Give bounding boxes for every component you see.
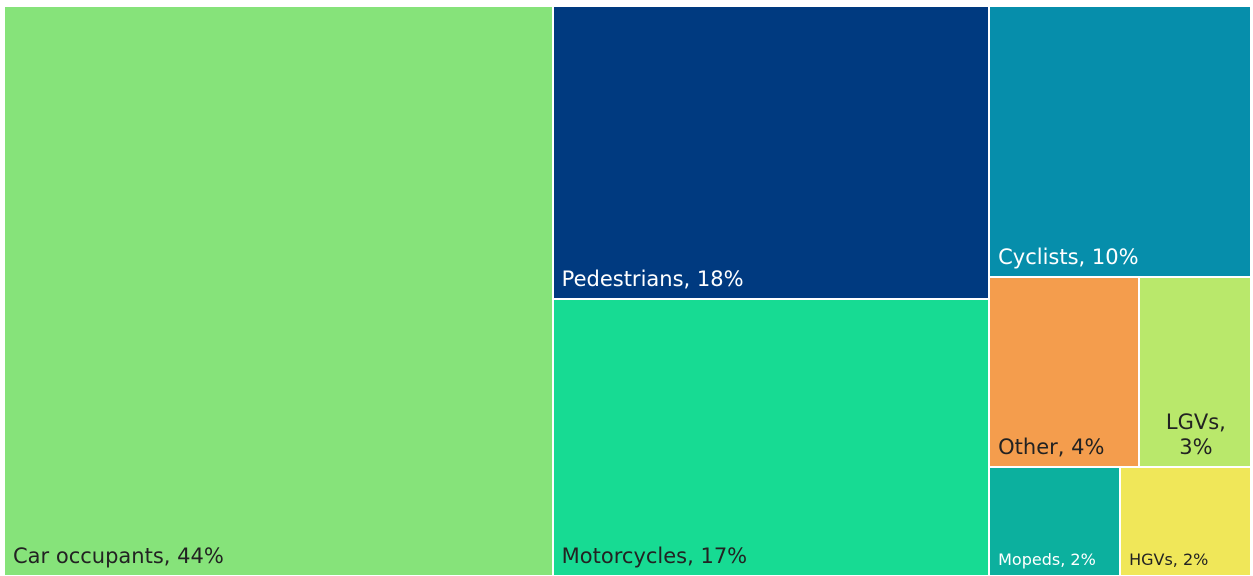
tile: Pedestrians, 18%	[552, 6, 990, 300]
tile: Cyclists, 10%	[989, 6, 1251, 278]
tile: Motorcycles, 17%	[552, 299, 990, 576]
tile-label: Motorcycles, 17%	[561, 543, 748, 568]
tile-label: HGVs, 2%	[1129, 549, 1209, 569]
tile: Mopeds, 2%	[989, 467, 1121, 576]
tile: Car occupants, 44%	[4, 6, 553, 576]
tile-label: Other, 4%	[998, 435, 1105, 460]
tile-label: Pedestrians, 18%	[561, 266, 744, 291]
treemap: Car occupants, 44% Pedestrians, 18% Motorc…	[4, 6, 1251, 576]
tile: LGVs, 3%	[1138, 277, 1251, 468]
tile: HGVs, 2%	[1120, 467, 1251, 576]
tile-label: Cyclists, 10%	[998, 245, 1139, 270]
tile: Other, 4%	[989, 277, 1139, 468]
tile-label: Car occupants, 44%	[13, 543, 224, 568]
tile-label: LGVs, 3%	[1165, 410, 1226, 460]
tile-label: Mopeds, 2%	[998, 549, 1096, 569]
